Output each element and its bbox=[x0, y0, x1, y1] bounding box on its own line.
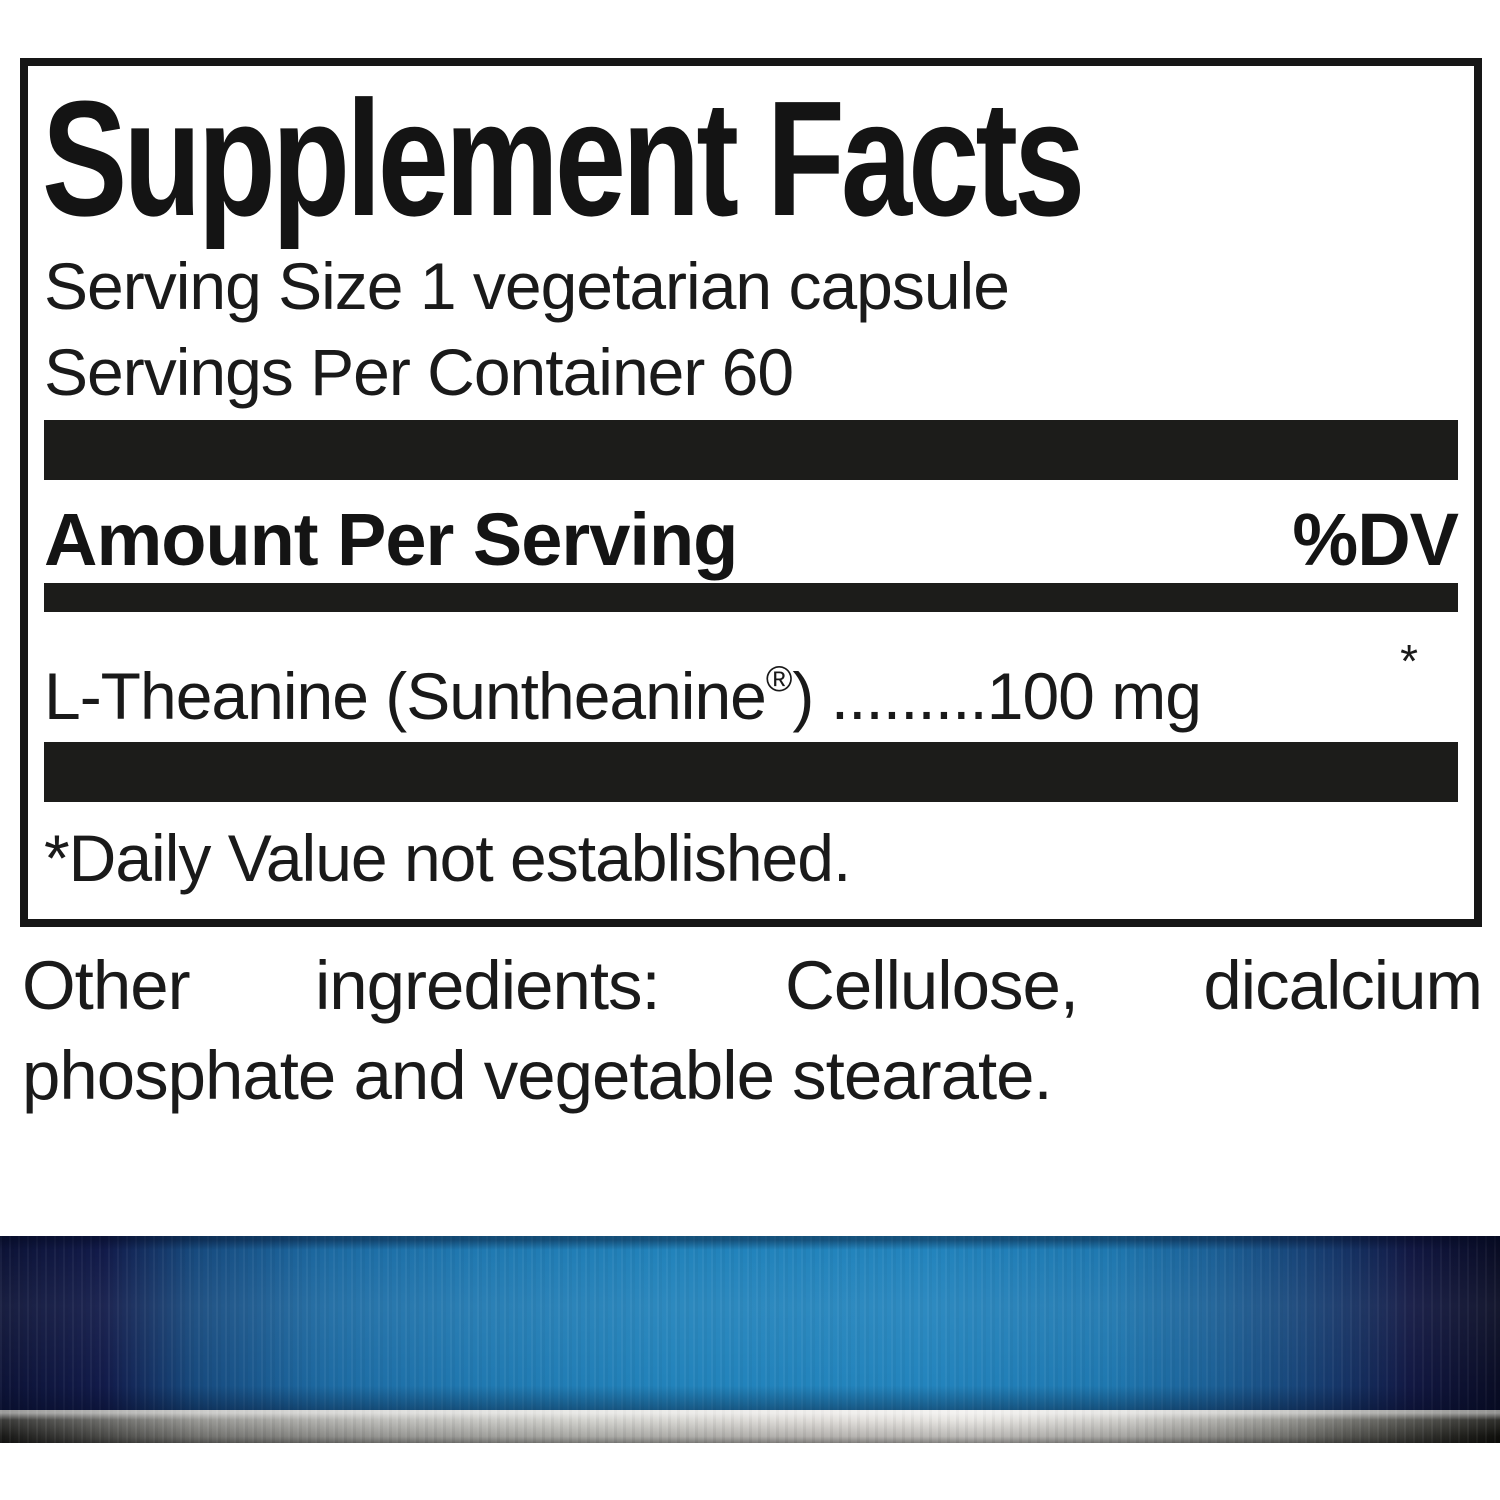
registered-trademark-mark: ® bbox=[765, 658, 793, 699]
other-ingredients-line1: Other ingredients: Cellulose, dicalcium bbox=[22, 942, 1483, 1030]
percent-dv-label: %DV bbox=[1292, 498, 1459, 581]
other-ingredients-word: dicalcium bbox=[1203, 947, 1483, 1024]
ingredient-row: L-Theanine (Suntheanine®) .........100 m… bbox=[44, 635, 1458, 733]
divider-bar-bottom bbox=[44, 742, 1458, 802]
supplement-facts-panel: Supplement Facts Serving Size 1 vegetari… bbox=[20, 58, 1482, 927]
ingredient-name: L-Theanine (Suntheanine bbox=[44, 659, 767, 733]
serving-size-line: Serving Size 1 vegetarian capsule bbox=[44, 249, 1010, 323]
other-ingredients-line2: phosphate and vegetable stearate. bbox=[22, 1037, 1053, 1114]
brand-band: DOUGLAS LABORATORIES bbox=[0, 1236, 1500, 1410]
daily-value-footnote: *Daily Value not established. bbox=[44, 821, 851, 895]
other-ingredients-section: Other ingredients: Cellulose, dicalcium … bbox=[22, 942, 1483, 1120]
divider-bar-middle bbox=[44, 583, 1458, 612]
other-ingredients-word: Cellulose, bbox=[785, 947, 1079, 1024]
divider-bar-top bbox=[44, 420, 1458, 480]
servings-per-container-line: Servings Per Container 60 bbox=[44, 335, 794, 409]
silver-accent-bar bbox=[0, 1410, 1500, 1443]
ingredient-text: L-Theanine (Suntheanine®) .........100 m… bbox=[44, 658, 1202, 733]
panel-title: Supplement Facts bbox=[42, 67, 1085, 250]
ingredient-dots-amount: ) .........100 mg bbox=[792, 659, 1201, 733]
amount-per-serving-label: Amount Per Serving bbox=[44, 498, 738, 581]
other-ingredients-word: Other bbox=[22, 947, 191, 1024]
amount-header-row: Amount Per Serving %DV bbox=[44, 498, 1459, 581]
dv-asterisk: * bbox=[1400, 635, 1418, 687]
other-ingredients-word: ingredients: bbox=[314, 947, 661, 1024]
